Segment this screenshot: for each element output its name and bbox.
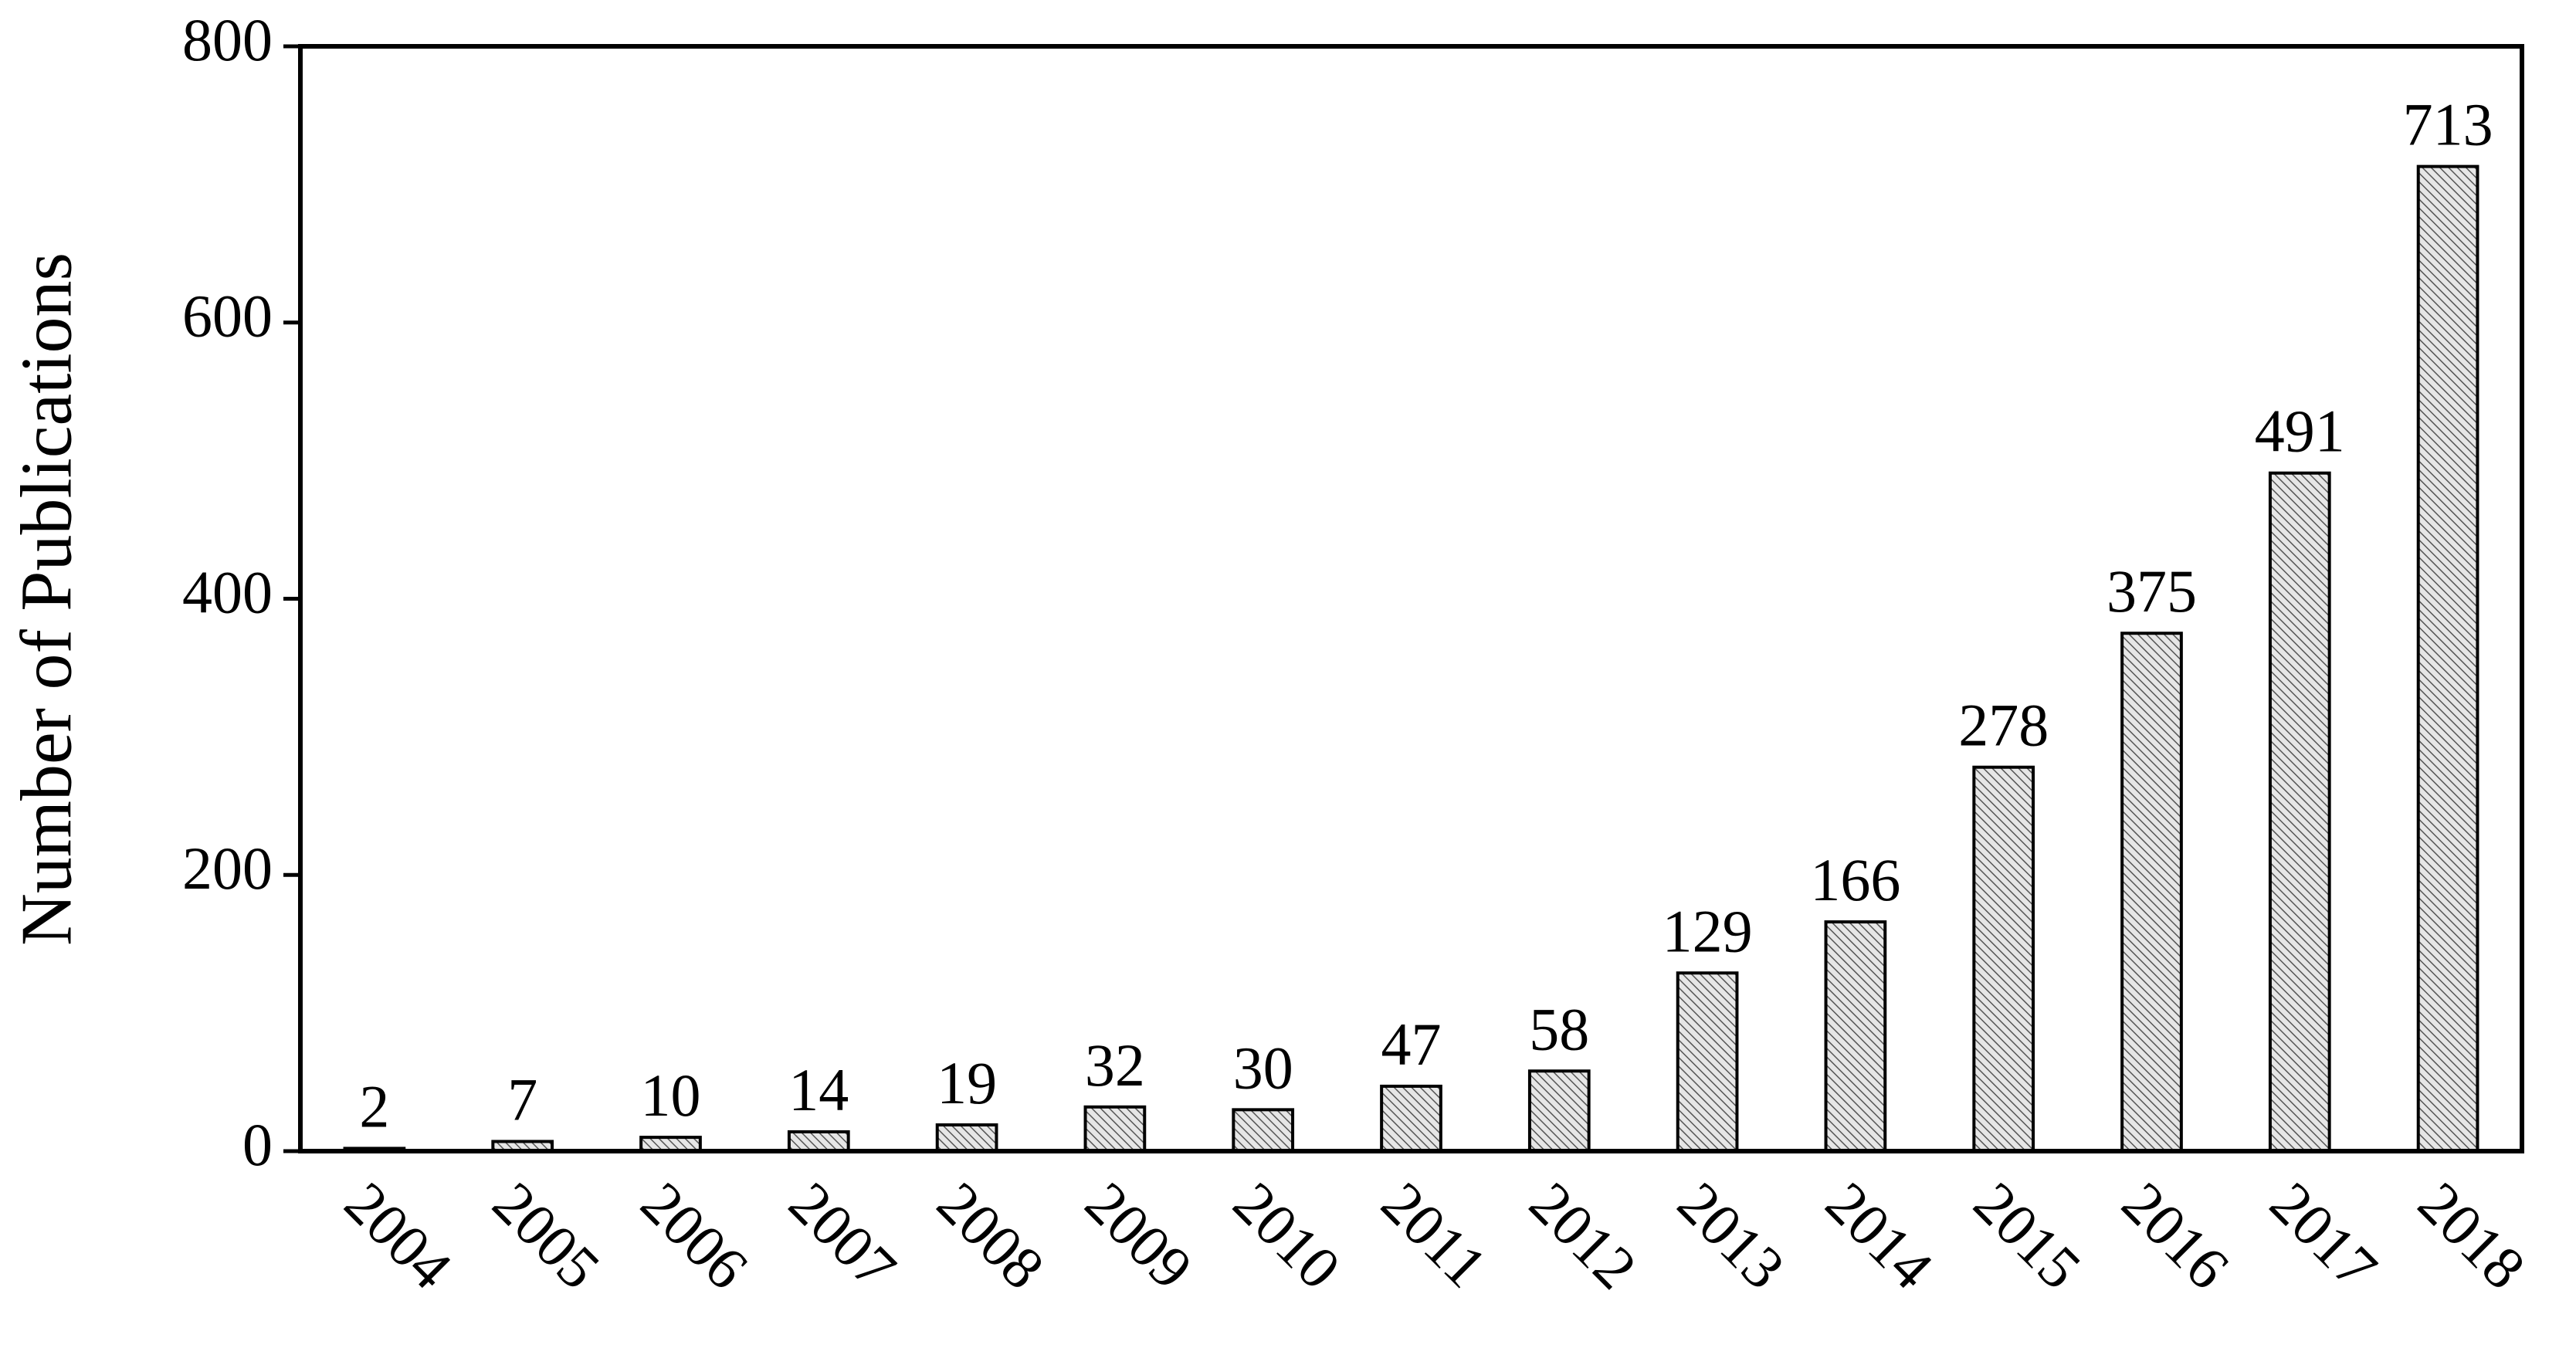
x-tick-label: 2004 — [332, 1169, 465, 1302]
bar — [1380, 1084, 1442, 1153]
y-axis-label: Number of Publications — [7, 252, 87, 946]
value-label: 47 — [1381, 1011, 1442, 1078]
value-label: 375 — [2107, 557, 2197, 625]
bar — [2416, 164, 2479, 1153]
value-label: 129 — [1663, 897, 1753, 964]
value-label: 2 — [359, 1072, 389, 1140]
x-tick-label: 2017 — [2258, 1169, 2391, 1302]
x-tick-label: 2014 — [1813, 1169, 1946, 1302]
y-tick-label: 200 — [182, 835, 273, 902]
bar — [1972, 765, 2035, 1153]
value-label: 278 — [1958, 692, 2049, 759]
x-tick-label: 2015 — [1961, 1169, 2094, 1302]
bar — [1824, 920, 1887, 1153]
value-label: 491 — [2255, 398, 2345, 465]
value-label: 7 — [507, 1065, 537, 1133]
bar — [787, 1130, 850, 1153]
x-tick-label: 2007 — [777, 1169, 910, 1302]
x-tick-label: 2009 — [1073, 1169, 1205, 1302]
value-label: 713 — [2403, 91, 2493, 158]
x-tick-label: 2005 — [480, 1169, 613, 1302]
y-tick-label: 400 — [182, 558, 273, 625]
bar — [1083, 1105, 1147, 1153]
bar — [1232, 1108, 1295, 1153]
value-label: 19 — [937, 1049, 997, 1116]
value-label: 10 — [641, 1062, 701, 1129]
y-tick-label: 800 — [182, 6, 273, 73]
x-tick-label: 2008 — [924, 1169, 1057, 1302]
bar — [935, 1123, 998, 1153]
value-label: 30 — [1233, 1034, 1293, 1101]
plot-frame — [298, 44, 2524, 1153]
value-label: 14 — [788, 1056, 849, 1123]
x-tick-label: 2018 — [2405, 1169, 2538, 1302]
x-tick-label: 2016 — [2110, 1169, 2242, 1302]
bar — [2268, 471, 2331, 1153]
y-tick-label: 600 — [182, 283, 273, 350]
value-label: 166 — [1810, 846, 1900, 913]
bar — [1676, 971, 1739, 1153]
x-tick-label: 2013 — [1665, 1169, 1798, 1302]
y-tick-label: 0 — [242, 1111, 273, 1178]
x-tick-label: 2011 — [1369, 1169, 1500, 1300]
value-label: 32 — [1085, 1031, 1145, 1099]
value-label: 58 — [1529, 995, 1589, 1062]
bar — [1527, 1069, 1591, 1153]
bar — [2120, 632, 2183, 1153]
x-tick-label: 2012 — [1517, 1169, 1650, 1302]
x-tick-label: 2006 — [629, 1169, 761, 1302]
x-tick-label: 2010 — [1221, 1169, 1354, 1302]
